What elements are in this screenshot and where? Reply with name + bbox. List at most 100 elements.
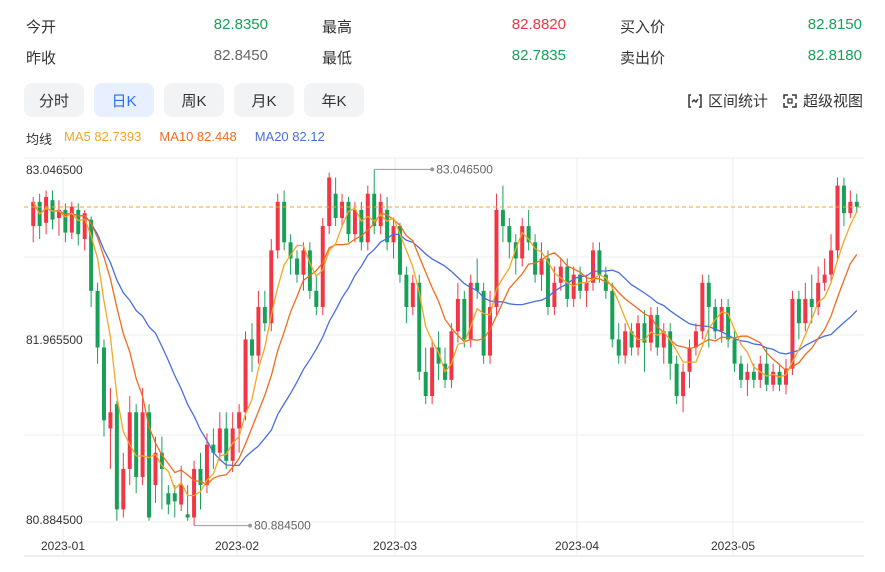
candle-body	[616, 339, 621, 356]
y-tick-label: 83.046500	[26, 163, 83, 177]
x-tick-label: 2023-02	[215, 539, 259, 553]
candle-body	[301, 250, 306, 275]
candle-body	[590, 250, 595, 283]
candle-body	[269, 250, 274, 324]
candle-body	[114, 404, 119, 510]
candle-body	[140, 412, 145, 478]
low-value: 82.7835	[511, 47, 566, 64]
ma10-legend: MA10 82.448	[159, 129, 237, 144]
low-label: 最低	[322, 50, 353, 67]
tab-intraday[interactable]: 分时	[24, 83, 84, 117]
interval-stats-button[interactable]: 区间统计	[687, 90, 768, 111]
candle-body	[44, 196, 49, 223]
candle-body	[668, 331, 673, 364]
candle-body	[249, 339, 254, 356]
candle-body	[468, 282, 473, 340]
candlestick-chart[interactable]: 83.046500 80.884500 83.046500 81.965500 80.…	[0, 150, 885, 572]
chart-grid	[24, 157, 864, 557]
candle-body	[76, 209, 81, 235]
super-view-button[interactable]: 超级视图	[782, 90, 863, 111]
candle-body	[224, 428, 229, 461]
candle-body	[488, 307, 493, 356]
x-tick-label: 2023-01	[41, 539, 85, 553]
ma20-line	[32, 201, 858, 467]
candle-body	[211, 444, 216, 453]
candle-body	[192, 468, 197, 518]
candle-body	[243, 339, 248, 413]
candle-body	[82, 213, 87, 240]
tab-yearly-k[interactable]: 年K	[304, 83, 364, 117]
tab-weekly-k[interactable]: 周K	[164, 83, 224, 117]
candle-body	[642, 323, 647, 343]
candle-body	[237, 412, 242, 429]
candle-body	[545, 258, 550, 308]
candle-body	[745, 371, 750, 380]
candle-body	[674, 363, 679, 397]
candle-body	[661, 331, 666, 348]
tab-monthly-k[interactable]: 月K	[234, 83, 294, 117]
candle-body	[417, 282, 422, 372]
y-axis: 83.046500 81.965500 80.884500	[26, 163, 83, 527]
candle-body	[854, 201, 859, 207]
candle-body	[629, 331, 634, 348]
candle-body	[134, 412, 139, 478]
candle-body	[346, 201, 351, 235]
candle-body	[436, 347, 441, 364]
candle-body	[526, 226, 531, 243]
candle-body	[230, 428, 235, 461]
candle-body	[217, 428, 222, 453]
candle-body	[256, 307, 261, 356]
candle-body	[288, 242, 293, 259]
tab-daily-k[interactable]: 日K	[94, 83, 154, 117]
candle-body	[121, 468, 126, 510]
candle-body	[726, 307, 731, 340]
ma20-legend: MA20 82.12	[254, 129, 325, 144]
candle-body	[803, 298, 808, 324]
candle-body	[533, 242, 538, 275]
candle-body	[597, 250, 602, 275]
candle-body	[462, 298, 467, 340]
candle-body	[494, 209, 499, 308]
candle-body	[307, 250, 312, 291]
open-label: 今开	[26, 19, 57, 36]
candle-body	[520, 226, 525, 259]
x-tick-label: 2023-04	[555, 539, 599, 553]
candle-body	[397, 226, 402, 275]
candle-body	[198, 468, 203, 486]
y-tick-label: 81.965500	[26, 333, 83, 347]
high-value: 82.8820	[511, 16, 566, 33]
candle-body	[751, 371, 756, 380]
candle-body	[790, 298, 795, 369]
ask-label: 卖出价	[620, 50, 666, 67]
candle-body	[784, 368, 789, 385]
candle-body	[166, 493, 171, 505]
candle-body	[31, 201, 36, 227]
candle-body	[719, 307, 724, 332]
candle-body	[777, 371, 782, 385]
candle-body	[320, 226, 325, 308]
ma5-line	[32, 201, 858, 497]
candle-body	[681, 371, 686, 397]
candle-body	[327, 177, 332, 227]
candle-body	[809, 298, 814, 308]
high-label: 最高	[322, 19, 353, 36]
low-annotation-dot	[248, 523, 253, 528]
candle-body	[159, 452, 164, 469]
candles	[31, 169, 859, 526]
candle-body	[841, 185, 846, 214]
candle-body	[610, 290, 615, 340]
candle-body	[455, 298, 460, 332]
bracket-range-icon	[687, 93, 703, 109]
high-annotation-label: 83.046500	[436, 162, 493, 176]
candle-body	[282, 201, 287, 243]
prev-close-label: 昨收	[26, 50, 57, 67]
candle-body	[507, 226, 512, 243]
ma5-legend: MA5 82.7393	[64, 129, 142, 144]
candle-body	[63, 209, 68, 233]
candle-body	[89, 219, 94, 291]
candle-body	[558, 266, 563, 283]
candle-body	[829, 250, 834, 275]
candle-body	[69, 206, 74, 233]
bid-value: 82.8150	[807, 16, 862, 33]
candle-body	[340, 201, 345, 218]
